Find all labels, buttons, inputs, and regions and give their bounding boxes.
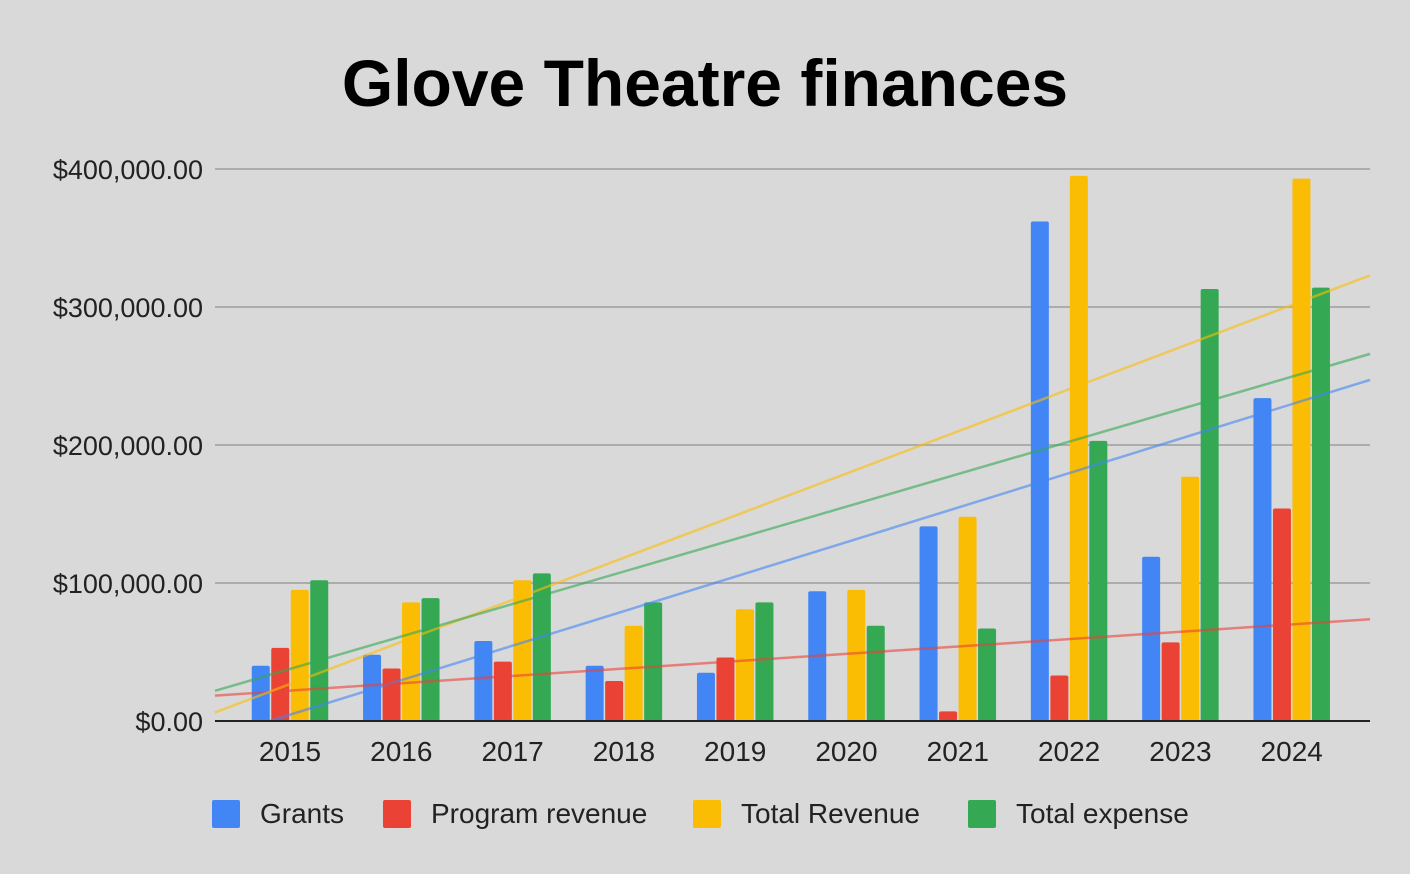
bar-total-revenue [624,625,643,721]
bar-total-expense [1089,440,1108,721]
bar-total-expense [978,628,997,721]
bar-total-revenue [958,516,977,721]
bar-program-revenue [605,680,624,721]
bar-total-revenue [1181,476,1200,721]
bar-total-revenue [290,589,309,721]
bar-total-expense [866,625,885,721]
trendline-total-revenue [214,274,1371,714]
bar-program-revenue [1272,508,1291,721]
y-tick-label: $200,000.00 [53,431,203,461]
x-tick-label: 2024 [1261,736,1323,767]
trend-layer [214,274,1371,723]
legend-swatch [212,800,240,828]
bar-total-revenue [735,609,754,721]
x-tick-label: 2019 [704,736,766,767]
legend-swatch [693,800,721,828]
grid-layer [215,168,1370,584]
legend-label: Total expense [1016,798,1189,829]
bar-program-revenue [939,711,958,721]
bar-program-revenue [382,668,401,721]
legend-item-grants: Grants [212,798,344,829]
bar-program-revenue [716,657,735,721]
bar-total-expense [644,602,663,721]
bar-total-expense [310,580,329,721]
y-tick-label: $0.00 [135,707,203,737]
bar-total-expense [532,573,551,721]
bar-total-expense [421,598,440,721]
bar-grants [363,654,382,721]
bar-grants [1142,556,1161,721]
y-tick-label: $400,000.00 [53,155,203,185]
bar-total-expense [755,602,774,721]
x-tick-label: 2016 [370,736,432,767]
y-tick-label: $300,000.00 [53,293,203,323]
x-tick-label: 2017 [481,736,543,767]
bar-grants [696,672,715,721]
bar-grants [1030,221,1049,721]
bar-program-revenue [493,661,512,721]
x-tick-label: 2015 [259,736,321,767]
bar-grants [1253,398,1272,721]
bar-total-expense [1200,289,1219,721]
bar-total-revenue [1069,175,1088,721]
bar-layer [251,175,1330,721]
legend-item-total-revenue: Total Revenue [693,798,920,829]
x-tick-label: 2022 [1038,736,1100,767]
legend-swatch [968,800,996,828]
bar-total-revenue [513,580,532,721]
legend-item-total-expense: Total expense [968,798,1189,829]
x-tick-label: 2023 [1149,736,1211,767]
legend-item-program-revenue: Program revenue [383,798,647,829]
trendline-grants [269,378,1371,723]
axis-layer: $0.00 $100,000.00 $200,000.00 $300,000.00 $4… [53,155,1370,767]
chart-title: Glove Theatre finances [342,46,1068,120]
bar-program-revenue [271,647,290,721]
bar-grants [585,665,604,721]
x-tick-label: 2021 [927,736,989,767]
bar-total-revenue [847,589,866,721]
bar-program-revenue [1161,642,1180,721]
legend-label: Program revenue [431,798,647,829]
bar-total-revenue [402,602,421,721]
bar-total-expense [1311,287,1330,721]
legend-label: Total Revenue [741,798,920,829]
bar-grants [474,640,493,721]
bar-grants [919,526,938,721]
x-tick-label: 2018 [593,736,655,767]
bar-program-revenue [1050,675,1069,721]
bar-total-revenue [1292,178,1311,721]
legend-label: Grants [260,798,344,829]
legend-swatch [383,800,411,828]
legend: Grants Program revenue Total Revenue Total … [212,798,1189,829]
trendline-total-expense [214,352,1371,693]
y-tick-label: $100,000.00 [53,569,203,599]
x-tick-label: 2020 [815,736,877,767]
trendline-program-revenue [214,617,1371,697]
